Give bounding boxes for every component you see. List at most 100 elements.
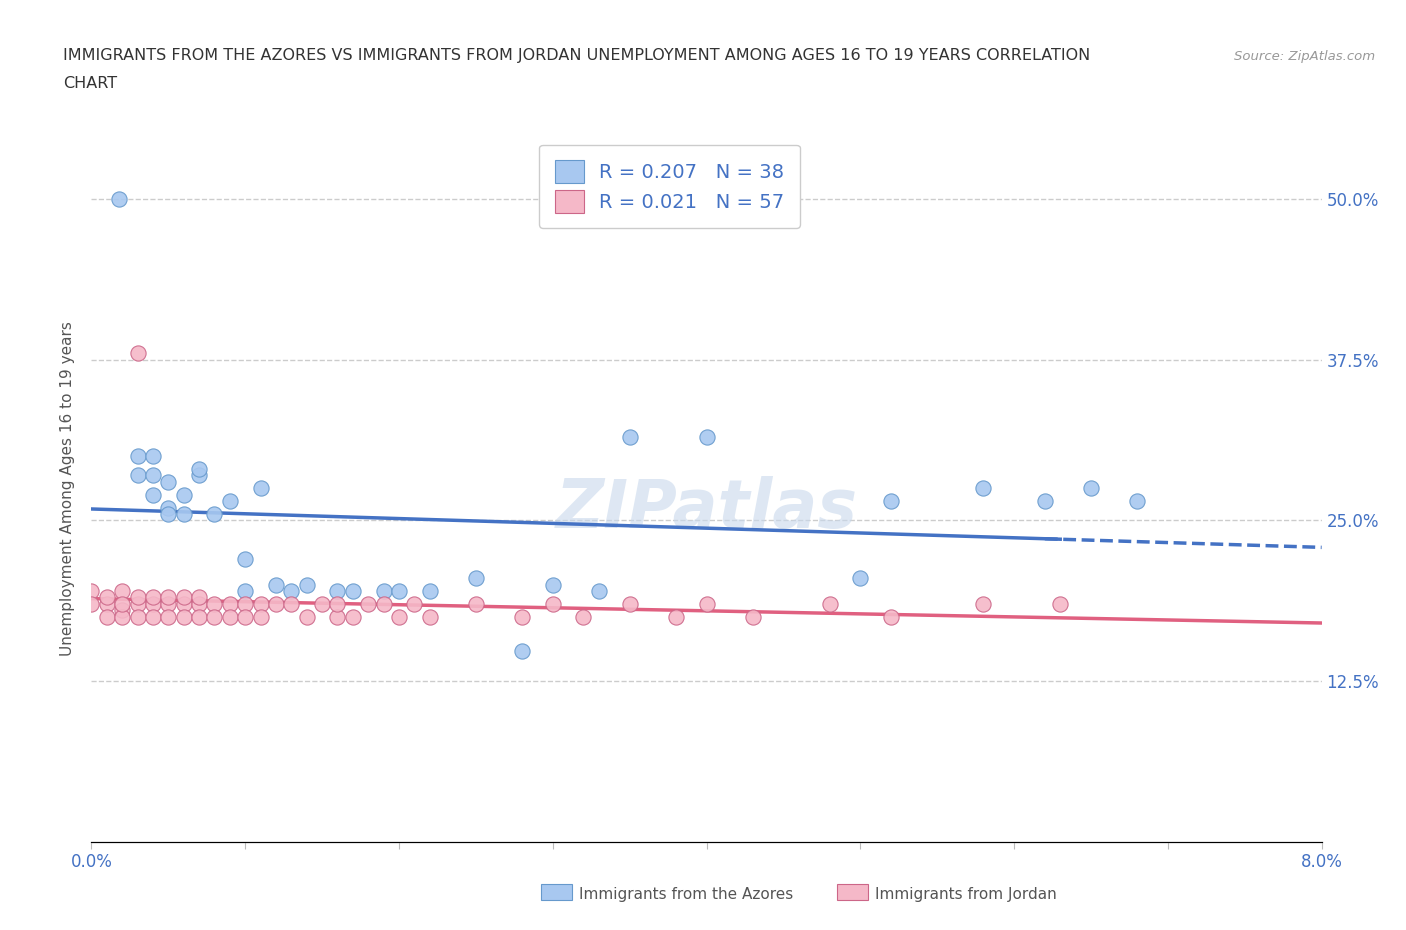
Point [202, 507, 225, 522]
Point [572, 609, 595, 624]
Point [96, 596, 118, 611]
Point [108, 192, 131, 206]
Point [142, 596, 165, 611]
Point [188, 590, 211, 604]
Point [173, 609, 195, 624]
Point [373, 596, 395, 611]
Point [111, 603, 134, 618]
Point [249, 481, 271, 496]
Point [342, 584, 364, 599]
Point [972, 596, 994, 611]
Point [1126, 494, 1149, 509]
Y-axis label: Unemployment Among Ages 16 to 19 years: Unemployment Among Ages 16 to 19 years [60, 321, 76, 656]
Point [80, 596, 103, 611]
Point [142, 448, 165, 463]
Point [202, 596, 225, 611]
Point [1049, 596, 1071, 611]
Point [388, 609, 411, 624]
Text: ZIPatlas: ZIPatlas [555, 476, 858, 542]
Point [280, 584, 302, 599]
Point [510, 609, 533, 624]
Point [233, 584, 256, 599]
Point [295, 609, 318, 624]
Point [357, 596, 380, 611]
Point [619, 596, 641, 611]
Point [541, 596, 564, 611]
Point [880, 494, 903, 509]
Point [142, 468, 165, 483]
Text: Source: ZipAtlas.com: Source: ZipAtlas.com [1234, 50, 1375, 63]
Point [233, 596, 256, 611]
Point [157, 596, 180, 611]
Point [249, 609, 271, 624]
Point [127, 609, 149, 624]
Point [741, 609, 763, 624]
Point [127, 448, 149, 463]
Point [173, 596, 195, 611]
Point [342, 609, 364, 624]
Point [880, 609, 903, 624]
Point [695, 430, 717, 445]
Point [157, 590, 180, 604]
Point [665, 609, 688, 624]
Point [173, 507, 195, 522]
Point [280, 596, 302, 611]
Point [127, 596, 149, 611]
Point [188, 461, 211, 476]
Point [157, 609, 180, 624]
Point [588, 584, 610, 599]
Point [188, 609, 211, 624]
Point [388, 584, 411, 599]
Point [218, 494, 240, 509]
Legend: R = 0.207   N = 38, R = 0.021   N = 57: R = 0.207 N = 38, R = 0.021 N = 57 [538, 144, 800, 229]
Point [111, 609, 134, 624]
Point [127, 590, 149, 604]
Point [326, 609, 349, 624]
Point [249, 596, 271, 611]
Point [142, 609, 165, 624]
Point [818, 596, 841, 611]
Point [419, 584, 441, 599]
Point [188, 596, 211, 611]
Point [111, 584, 134, 599]
Point [157, 474, 180, 489]
Point [311, 596, 333, 611]
Point [464, 571, 486, 586]
Point [127, 468, 149, 483]
Point [188, 468, 211, 483]
Point [404, 596, 426, 611]
Point [173, 487, 195, 502]
Text: CHART: CHART [63, 76, 117, 91]
Point [464, 596, 486, 611]
Point [1080, 481, 1102, 496]
Point [233, 551, 256, 566]
Point [233, 609, 256, 624]
Point [157, 500, 180, 515]
Point [619, 430, 641, 445]
Point [218, 609, 240, 624]
Point [157, 507, 180, 522]
Point [173, 590, 195, 604]
Point [264, 596, 287, 611]
Point [80, 584, 103, 599]
Point [419, 609, 441, 624]
Point [849, 571, 872, 586]
Point [541, 578, 564, 592]
Point [1033, 494, 1056, 509]
Point [972, 481, 994, 496]
Point [218, 596, 240, 611]
Point [295, 578, 318, 592]
Point [127, 346, 149, 361]
Text: IMMIGRANTS FROM THE AZORES VS IMMIGRANTS FROM JORDAN UNEMPLOYMENT AMONG AGES 16 : IMMIGRANTS FROM THE AZORES VS IMMIGRANTS… [63, 48, 1091, 63]
Point [510, 644, 533, 658]
Point [142, 487, 165, 502]
Text: Immigrants from Jordan: Immigrants from Jordan [875, 887, 1056, 902]
Point [695, 596, 717, 611]
Point [96, 609, 118, 624]
Point [202, 609, 225, 624]
Point [111, 596, 134, 611]
Point [96, 590, 118, 604]
Point [326, 584, 349, 599]
Text: Immigrants from the Azores: Immigrants from the Azores [579, 887, 793, 902]
Point [142, 590, 165, 604]
